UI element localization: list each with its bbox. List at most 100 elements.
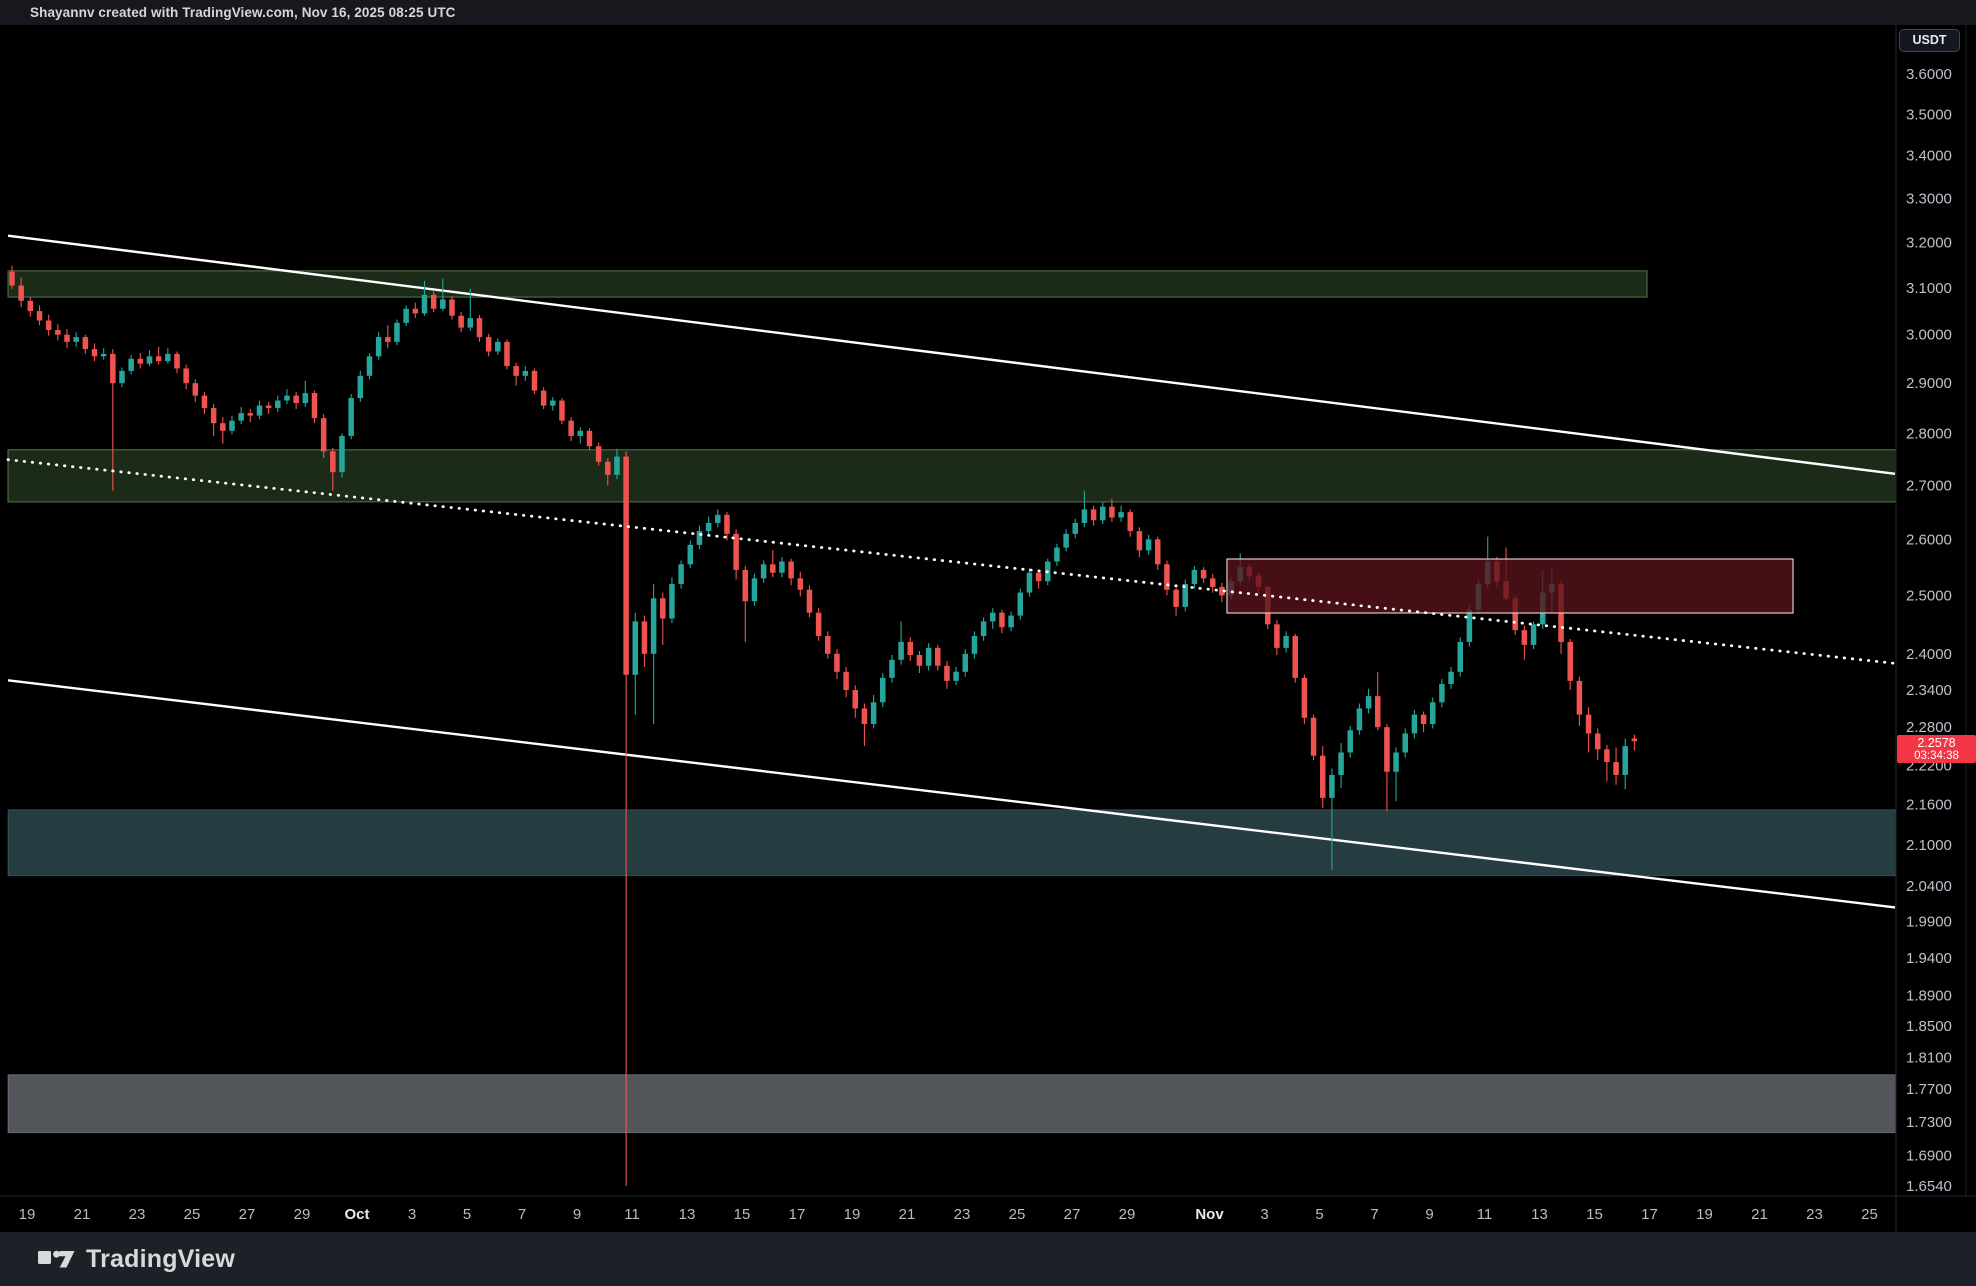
candle-body bbox=[45, 320, 52, 330]
candle-body bbox=[119, 370, 125, 384]
pane-borders bbox=[0, 25, 1976, 1232]
candle-body bbox=[696, 531, 703, 545]
demand-zone-gray bbox=[7, 1074, 1897, 1134]
time-tick-label: 19 bbox=[19, 1206, 36, 1223]
candle-body bbox=[495, 341, 501, 352]
candle-body bbox=[843, 671, 849, 691]
candle-body bbox=[935, 647, 941, 666]
candle-body bbox=[430, 294, 437, 309]
candle-body bbox=[1200, 569, 1207, 579]
candle-body bbox=[440, 299, 446, 309]
price-tick-label: 2.1000 bbox=[1906, 837, 1952, 854]
candle-body bbox=[898, 641, 904, 660]
candles-layer bbox=[9, 265, 1638, 1187]
candle-body bbox=[1356, 708, 1363, 731]
tradingview-logo[interactable]: TradingView bbox=[38, 1245, 235, 1274]
tradingview-wordmark: TradingView bbox=[86, 1244, 236, 1273]
price-tick-label: 3.4000 bbox=[1906, 148, 1952, 165]
time-tick-label: 13 bbox=[679, 1206, 696, 1223]
candle-body bbox=[962, 653, 969, 672]
candle-body bbox=[1191, 569, 1198, 585]
price-tick-label: 2.1600 bbox=[1906, 796, 1952, 813]
time-tick-label: 25 bbox=[1861, 1206, 1878, 1223]
share-attribution-text: Shayannv created with TradingView.com, N… bbox=[30, 5, 456, 20]
candle-body bbox=[220, 423, 226, 431]
candle-body bbox=[366, 356, 373, 376]
price-tick-label: 2.3400 bbox=[1906, 682, 1952, 699]
candle-body bbox=[595, 446, 602, 462]
price-tick-label: 2.0400 bbox=[1906, 878, 1952, 895]
candle-body bbox=[1457, 641, 1463, 672]
price-tick-label: 3.0000 bbox=[1906, 327, 1952, 344]
price-tick-label: 1.8100 bbox=[1906, 1049, 1952, 1066]
time-axis[interactable]: 19 21 23 25 27 29 Oct 3 5 7 9 11 13 15 17 19 21 23 25 27 29 N… bbox=[19, 1206, 1878, 1223]
candle-body bbox=[797, 578, 804, 590]
candle-body bbox=[192, 383, 199, 396]
lower-trendline bbox=[7, 679, 1896, 909]
candle-body bbox=[504, 341, 510, 367]
candle-body bbox=[421, 294, 428, 314]
time-tick-label: 15 bbox=[734, 1206, 751, 1223]
candle-body bbox=[513, 366, 519, 376]
candle-body bbox=[852, 690, 859, 709]
candle-body bbox=[1512, 598, 1518, 631]
candle-body bbox=[1283, 636, 1289, 648]
candle-body bbox=[614, 456, 620, 475]
candle-body bbox=[311, 393, 318, 419]
candle-body bbox=[467, 318, 474, 328]
price-tick-label: 1.9900 bbox=[1906, 914, 1952, 931]
candle-body bbox=[742, 569, 749, 602]
time-tick-label: 13 bbox=[1531, 1206, 1548, 1223]
candle-body bbox=[825, 636, 831, 654]
candle-body bbox=[339, 435, 345, 473]
candle-body bbox=[183, 368, 189, 384]
candle-body bbox=[137, 358, 144, 364]
candle-body bbox=[788, 561, 794, 579]
candle-body bbox=[1402, 733, 1408, 753]
candle-body bbox=[760, 564, 767, 579]
time-tick-label: 21 bbox=[899, 1206, 916, 1223]
candle-body bbox=[284, 395, 290, 401]
candle-body bbox=[1319, 755, 1326, 798]
price-tick-label: 2.5000 bbox=[1906, 587, 1952, 604]
candle-body bbox=[770, 564, 776, 573]
candle-body bbox=[9, 271, 15, 286]
price-tick-label: 2.6000 bbox=[1906, 531, 1952, 548]
candle-body bbox=[55, 329, 61, 335]
candle-body bbox=[522, 370, 529, 376]
time-tick-label: 3 bbox=[408, 1206, 416, 1223]
candle-body bbox=[275, 400, 281, 409]
candle-body bbox=[1329, 774, 1335, 798]
resistance-box-layer bbox=[1226, 558, 1794, 614]
candle-body bbox=[82, 337, 89, 350]
candle-body bbox=[1411, 714, 1418, 734]
price-tick-label: 1.8500 bbox=[1906, 1018, 1952, 1035]
candle-body bbox=[990, 612, 996, 622]
candle-body bbox=[1136, 531, 1143, 551]
share-info-bar: Shayannv created with TradingView.com, N… bbox=[0, 0, 1976, 25]
candle-body bbox=[953, 671, 959, 681]
candle-body bbox=[889, 659, 895, 678]
candle-body bbox=[1035, 572, 1042, 582]
candle-body bbox=[1274, 624, 1280, 648]
price-tick-label: 2.2800 bbox=[1906, 719, 1952, 736]
candle-body bbox=[110, 353, 116, 384]
candle-body bbox=[302, 393, 309, 404]
time-tick-label: 27 bbox=[1064, 1206, 1081, 1223]
candle-body bbox=[568, 420, 574, 436]
candle-body bbox=[1054, 547, 1060, 562]
candle-body bbox=[174, 353, 180, 369]
price-axis[interactable]: 3.6000 3.5000 3.4000 3.3000 3.2000 3.1000 3.00… bbox=[1906, 66, 1952, 1195]
candle-body bbox=[1118, 512, 1124, 518]
currency-toggle-button[interactable]: USDT bbox=[1899, 29, 1960, 52]
candle-body bbox=[210, 408, 217, 424]
candle-body bbox=[815, 612, 822, 637]
candle-body bbox=[36, 311, 43, 321]
time-tick-label: 19 bbox=[844, 1206, 861, 1223]
candle-body bbox=[64, 334, 70, 342]
candle-body bbox=[540, 390, 547, 406]
candle-body bbox=[1393, 752, 1399, 772]
candle-body bbox=[605, 461, 611, 475]
